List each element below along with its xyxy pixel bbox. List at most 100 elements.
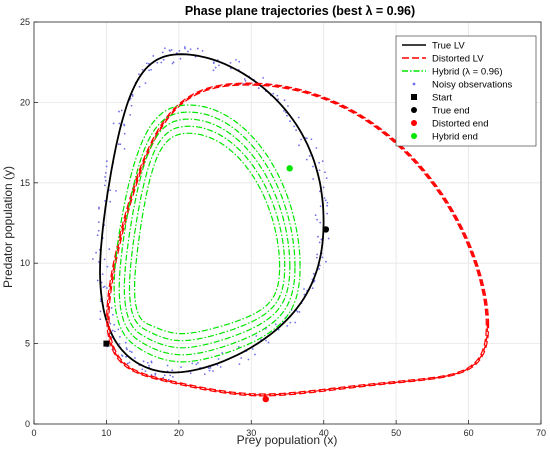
observation-point — [120, 354, 123, 357]
observation-point — [312, 165, 314, 168]
marker-2 — [262, 395, 269, 403]
observation-point — [286, 114, 288, 117]
observation-point — [195, 363, 198, 366]
observation-point — [196, 47, 199, 50]
observation-point — [123, 132, 126, 135]
observation-point — [262, 76, 265, 79]
observation-point — [104, 176, 106, 178]
series-1-cycle-1 — [107, 83, 488, 396]
observation-point — [117, 143, 120, 146]
observation-point — [119, 335, 121, 338]
observation-point — [109, 200, 112, 203]
y-tick-label-1: 5 — [25, 339, 30, 349]
observation-point — [318, 161, 320, 164]
observation-point — [324, 171, 326, 174]
series-0-cycle-0 — [99, 53, 325, 374]
observation-point — [171, 369, 174, 372]
observation-point — [98, 206, 100, 209]
observation-point — [318, 264, 321, 267]
observation-point — [209, 366, 212, 369]
observation-point — [141, 368, 144, 371]
observation-point — [125, 355, 127, 358]
observation-point — [148, 364, 150, 367]
observation-point — [108, 248, 111, 250]
observation-point — [129, 350, 131, 353]
observation-point — [111, 313, 114, 316]
observation-point — [126, 362, 129, 365]
observation-point — [106, 265, 109, 268]
observation-point — [295, 129, 298, 132]
observation-point — [142, 360, 145, 363]
observation-point — [109, 322, 112, 325]
observation-point — [189, 372, 192, 375]
observation-point — [319, 221, 322, 224]
legend-swatch-4 — [411, 94, 417, 100]
observation-point — [129, 114, 132, 116]
observation-point — [123, 124, 126, 127]
observation-point — [221, 352, 224, 354]
observation-point — [300, 138, 302, 141]
y-axis-label: Predator population (y) — [1, 166, 15, 288]
observation-point — [162, 58, 165, 61]
observation-point — [276, 94, 279, 97]
observation-point — [243, 78, 246, 80]
x-axis-label: Prey population (x) — [237, 433, 338, 447]
observation-point — [99, 318, 102, 321]
observation-point — [104, 199, 106, 202]
observation-point — [115, 189, 117, 192]
observation-point — [161, 51, 164, 54]
observation-point — [207, 367, 210, 370]
y-tick-label-4: 20 — [20, 97, 30, 107]
legend-label-0: True LV — [432, 40, 465, 51]
observation-point — [318, 268, 320, 270]
observation-point — [160, 61, 163, 64]
observation-point — [321, 160, 324, 163]
observation-point — [99, 310, 102, 313]
observation-point — [235, 58, 237, 61]
observation-point — [104, 172, 107, 174]
legend-swatch-7 — [411, 133, 417, 139]
observation-point — [214, 66, 217, 69]
observation-point — [326, 212, 329, 215]
observation-point — [97, 229, 100, 232]
observation-point — [238, 60, 241, 63]
observation-point — [103, 285, 106, 288]
observation-point — [102, 286, 105, 289]
observation-point — [183, 46, 186, 48]
observation-point — [308, 155, 311, 157]
observation-point — [96, 279, 99, 282]
observation-point — [325, 260, 327, 263]
series-2-cycle-2 — [123, 118, 291, 349]
observation-point — [154, 374, 157, 376]
observation-point — [219, 366, 222, 368]
observation-point — [229, 61, 232, 64]
observation-point — [321, 256, 324, 259]
observation-point — [105, 160, 108, 163]
observation-point — [267, 341, 270, 344]
observation-point — [170, 49, 173, 51]
observation-point — [110, 307, 113, 309]
observation-point — [216, 364, 219, 366]
observation-point — [131, 95, 134, 97]
legend-label-3: Noisy observations — [432, 79, 513, 90]
observation-point — [324, 199, 327, 202]
observation-point — [212, 61, 215, 64]
observation-point — [297, 116, 300, 119]
observation-point — [120, 109, 123, 112]
observation-point — [289, 120, 291, 123]
observation-point — [138, 85, 141, 88]
observation-point — [145, 62, 148, 65]
observation-point — [208, 369, 211, 372]
observation-point — [163, 47, 166, 50]
observation-point — [313, 279, 316, 282]
observation-point — [152, 55, 155, 57]
marker-1 — [322, 226, 330, 233]
observation-point — [326, 204, 329, 207]
observation-point — [265, 339, 267, 342]
observation-point — [118, 110, 120, 113]
observation-point — [318, 241, 321, 244]
observation-point — [312, 272, 315, 275]
observation-point — [272, 92, 275, 95]
observation-point — [172, 61, 175, 64]
observation-point — [277, 98, 280, 101]
